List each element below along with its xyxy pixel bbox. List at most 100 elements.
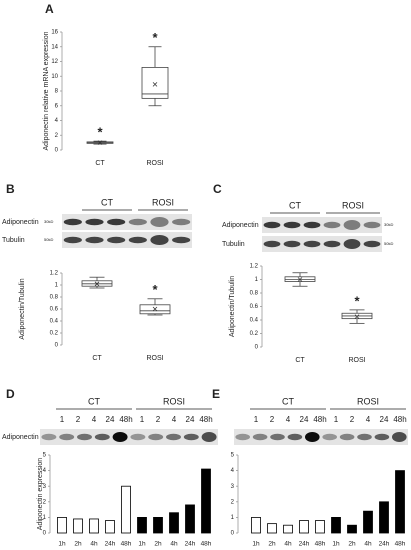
bar xyxy=(347,524,357,534)
x-tick-label: 48h xyxy=(201,541,212,548)
bar xyxy=(379,501,389,534)
y-tick-label: 2 xyxy=(231,499,235,505)
y-tick-label: 0 xyxy=(231,531,235,537)
lane-label: 24 xyxy=(380,415,389,424)
lane-label: 24 xyxy=(300,415,309,424)
lane-label: 2 xyxy=(156,415,161,424)
y-tick-label: 4 xyxy=(231,468,235,474)
x-tick-label: 24h xyxy=(299,541,310,548)
blot-row-label: Tubulin xyxy=(2,237,25,244)
blot-band xyxy=(263,221,281,229)
blot-band xyxy=(283,240,301,248)
blot-band xyxy=(150,217,169,227)
lane-label: 2 xyxy=(350,415,355,424)
mean-marker xyxy=(152,306,158,312)
lane-label: 4 xyxy=(92,415,97,424)
blot-row-label: Adiponectin xyxy=(2,219,39,226)
blot-band xyxy=(357,433,372,441)
bar xyxy=(315,520,325,534)
bar xyxy=(299,520,309,534)
y-axis-label: Adiponectin relative mRNA expression xyxy=(43,31,50,150)
group-header: CT xyxy=(282,396,294,406)
x-tick-label: 4h xyxy=(364,541,372,548)
blot-band xyxy=(63,236,82,244)
bar xyxy=(153,517,163,534)
y-tick-label: 10 xyxy=(51,74,58,80)
y-tick-label: 0.4 xyxy=(250,318,259,324)
y-tick-label: 8 xyxy=(55,89,59,95)
y-tick-label: 0.8 xyxy=(50,295,59,301)
x-tick-label: 2h xyxy=(74,541,82,548)
y-tick-label: 1 xyxy=(255,277,259,283)
bar xyxy=(57,517,67,534)
x-tick-label: CT xyxy=(92,355,102,362)
blot-band xyxy=(85,236,104,244)
significance: * xyxy=(354,293,360,308)
y-tick-label: 0.4 xyxy=(50,319,59,325)
bar xyxy=(331,517,341,534)
y-tick-label: 0.8 xyxy=(250,291,259,297)
blot-band xyxy=(343,239,361,249)
lane-label: 48h xyxy=(313,415,326,424)
y-tick-label: 1 xyxy=(43,515,47,521)
y-tick-label: 12 xyxy=(51,59,58,65)
x-tick-label: CT xyxy=(95,160,105,167)
x-tick-label: ROSI xyxy=(146,160,163,167)
y-axis-label: Adiponectin expression xyxy=(37,458,44,530)
bar xyxy=(105,520,115,534)
blot-band xyxy=(323,221,341,229)
group-header: ROSI xyxy=(163,396,185,406)
bar xyxy=(137,517,147,534)
bar xyxy=(251,517,261,534)
blot-row-label: Adiponectin xyxy=(2,434,39,441)
size-marker: 30kD xyxy=(384,222,393,227)
mean-marker xyxy=(94,281,100,287)
y-tick-label: 5 xyxy=(231,453,235,459)
x-tick-label: 4h xyxy=(170,541,178,548)
x-tick-label: 48h xyxy=(315,541,326,548)
x-tick-label: 1h xyxy=(332,541,340,548)
y-tick-label: 2 xyxy=(43,499,47,505)
lane-label: 4 xyxy=(366,415,371,424)
bar xyxy=(185,504,195,534)
y-tick-label: 0.6 xyxy=(250,304,259,310)
y-axis-label: Adiponectin/Tubulin xyxy=(229,276,236,337)
blot-band xyxy=(41,433,57,441)
x-tick-label: 48h xyxy=(395,541,406,548)
y-tick-label: 0 xyxy=(255,345,259,351)
y-tick-label: 4 xyxy=(55,118,59,124)
lane-label: 1 xyxy=(254,415,259,424)
lane-label: 24 xyxy=(106,415,115,424)
y-tick-label: 0 xyxy=(55,148,59,154)
x-tick-label: 24h xyxy=(185,541,196,548)
panel-label: A xyxy=(45,2,54,16)
blot-band xyxy=(263,240,281,248)
group-header: ROSI xyxy=(357,396,379,406)
blot-band xyxy=(77,433,92,441)
mean-marker xyxy=(152,82,158,87)
y-tick-label: 0.2 xyxy=(250,331,259,337)
bar xyxy=(283,524,293,534)
lane-label: 48h xyxy=(393,415,406,424)
blot-band xyxy=(63,218,82,226)
group-header: CT xyxy=(88,396,100,406)
y-tick-label: 0 xyxy=(43,531,47,537)
x-tick-label: ROSI xyxy=(146,355,163,362)
y-tick-label: 1.2 xyxy=(250,264,259,270)
y-tick-label: 3 xyxy=(43,484,47,490)
blot-background xyxy=(234,429,408,445)
blot-band xyxy=(107,218,126,226)
blot-row-label: Tubulin xyxy=(222,241,245,248)
y-tick-label: 2 xyxy=(55,133,59,139)
blot-band xyxy=(322,433,338,441)
bar xyxy=(201,468,211,534)
blot-band xyxy=(252,433,268,441)
blot-background xyxy=(262,217,382,233)
blot-band xyxy=(107,236,126,244)
significance: * xyxy=(152,282,158,297)
blot-band xyxy=(303,221,321,229)
bar xyxy=(89,518,99,534)
x-tick-label: 4h xyxy=(90,541,98,548)
lane-label: 2 xyxy=(270,415,275,424)
